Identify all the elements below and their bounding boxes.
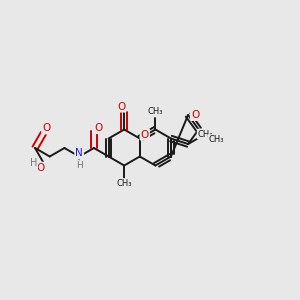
Text: O: O [42, 123, 51, 133]
Text: CH₃: CH₃ [116, 179, 132, 188]
Text: CH₃: CH₃ [148, 107, 163, 116]
Text: O: O [36, 163, 45, 173]
Text: N: N [75, 148, 83, 158]
Text: O: O [117, 101, 125, 112]
Text: O: O [191, 110, 199, 120]
Text: CH₃: CH₃ [208, 135, 224, 144]
Text: H: H [30, 158, 37, 168]
Text: H: H [76, 161, 83, 170]
Text: CH₃: CH₃ [198, 130, 213, 139]
Text: O: O [141, 130, 149, 140]
Text: O: O [95, 123, 103, 133]
